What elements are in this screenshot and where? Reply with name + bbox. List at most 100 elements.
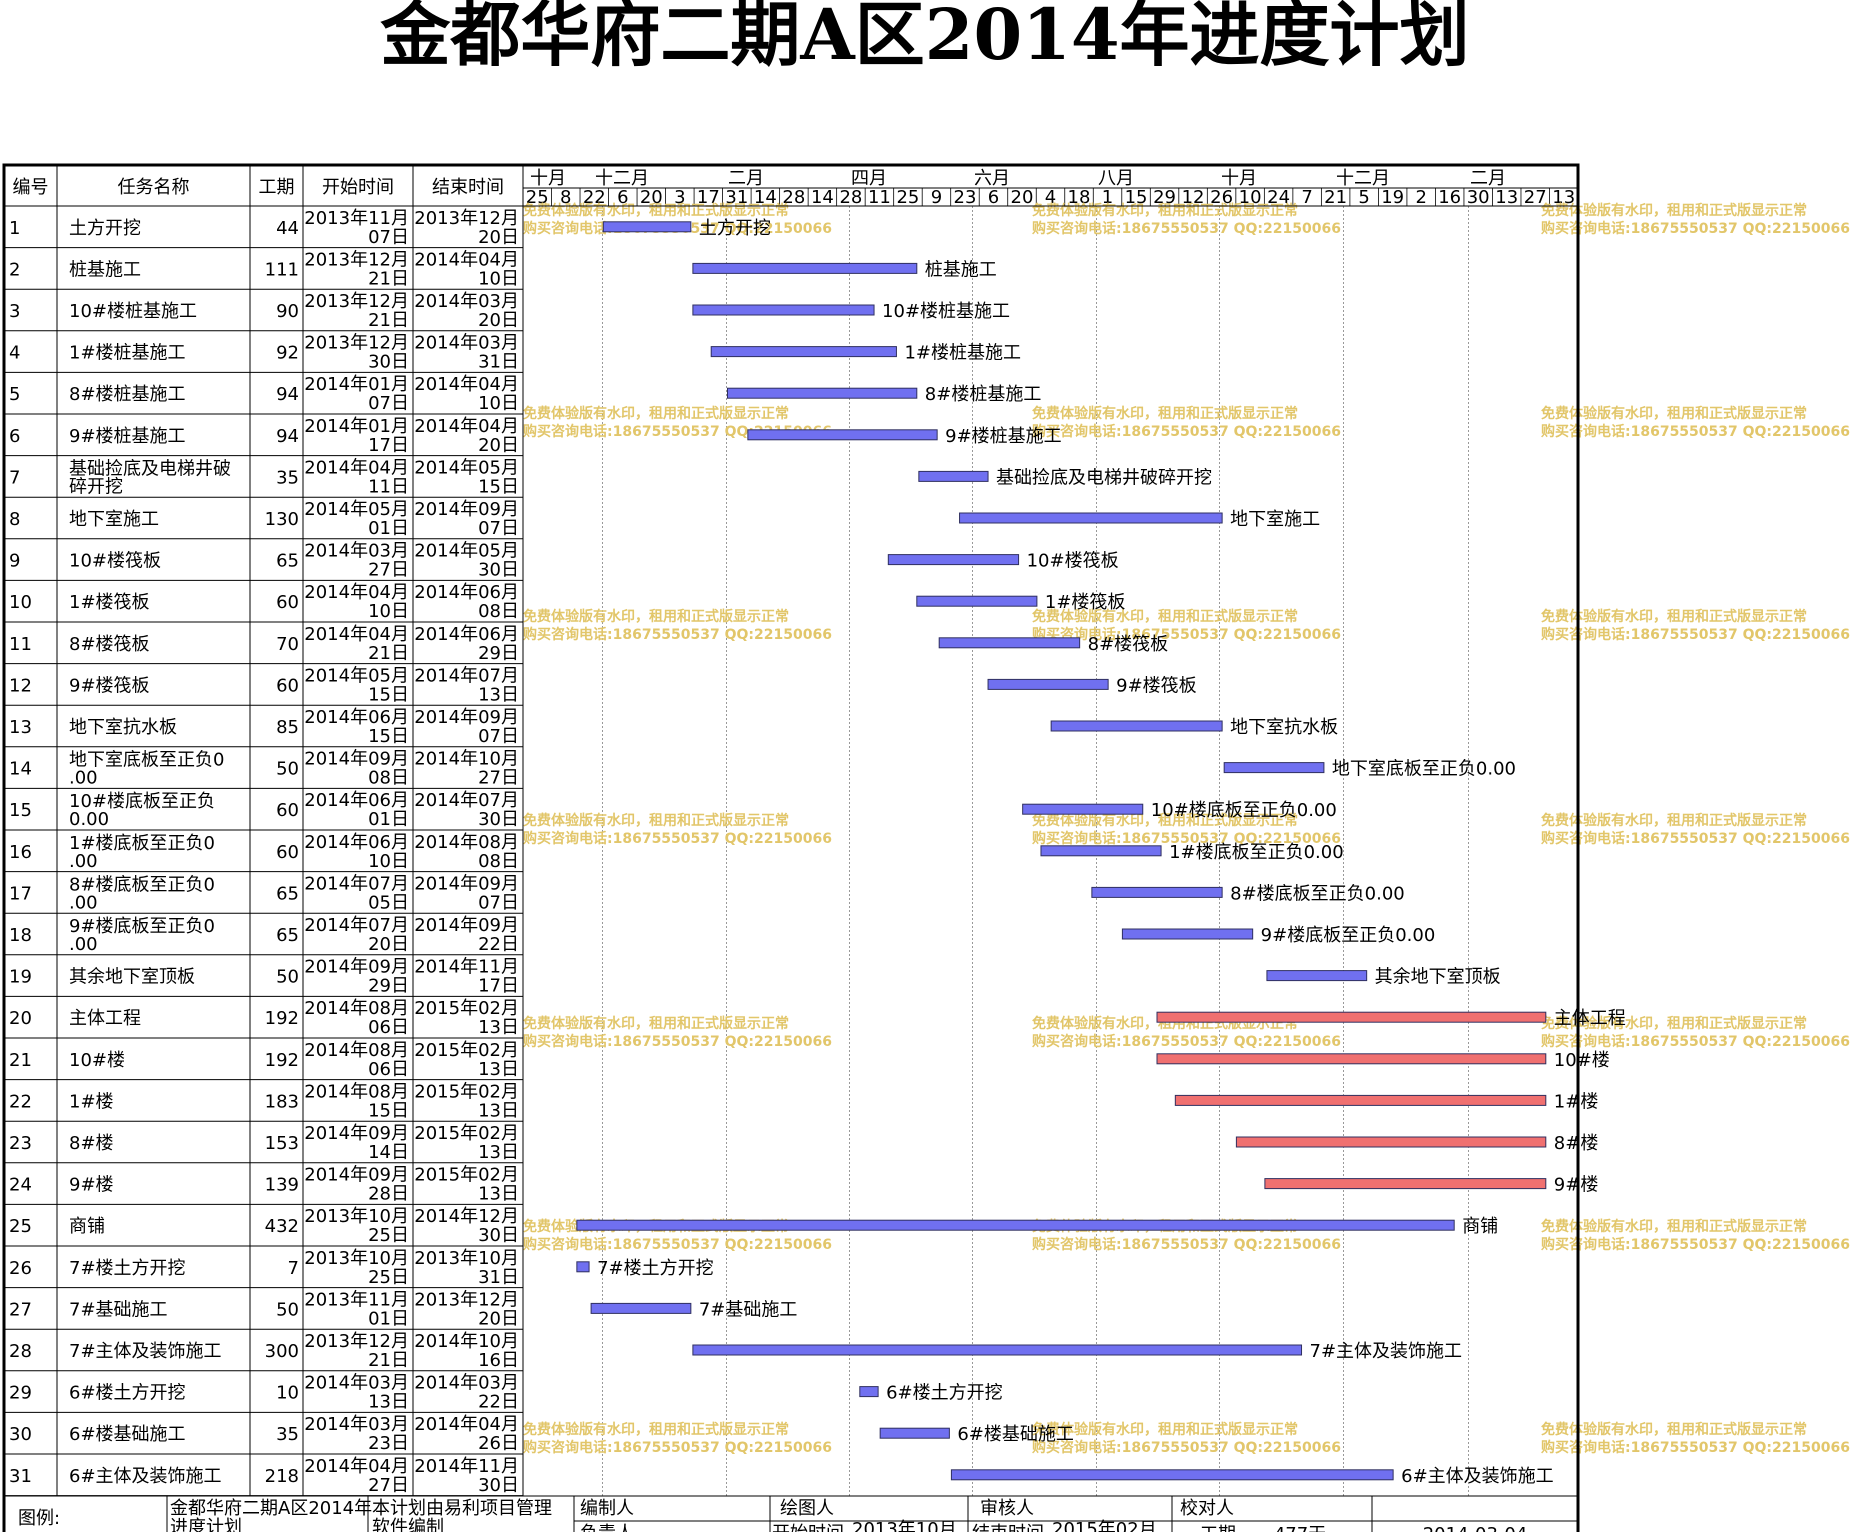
timeline-tick-label: 9	[931, 187, 942, 208]
task-end: 2014年03月	[414, 1373, 519, 1394]
task-start: 2014年03月	[304, 1414, 409, 1435]
gantt-bar-label: 7#主体及装饰施工	[1310, 1341, 1463, 1362]
task-id: 19	[9, 967, 32, 988]
gantt-bar-label: 10#楼筏板	[1027, 551, 1119, 572]
task-end: 30日	[478, 809, 519, 830]
watermark-text: 免费体验版有水印，租用和正式版显示正常	[523, 608, 789, 625]
timeline-tick-label: 25	[896, 187, 919, 208]
task-start: 05日	[368, 892, 409, 913]
timeline-tick-label: 18	[1068, 187, 1091, 208]
gantt-bar	[1174, 1094, 1547, 1106]
task-start: 2014年08月	[304, 998, 409, 1019]
footer-drawer-label: 绘图人	[780, 1498, 834, 1519]
timeline-tick-label: 6	[617, 187, 628, 208]
task-duration: 60	[276, 842, 299, 863]
footer-software-note: 软件编制	[372, 1517, 444, 1532]
timeline-month-label: 六月	[974, 168, 1010, 189]
timeline-tick-label: 13	[1552, 187, 1575, 208]
task-start: 2014年06月	[304, 790, 409, 811]
task-id: 25	[9, 1216, 32, 1237]
gantt-bar-label: 7#基础施工	[699, 1299, 798, 1320]
task-end: 20日	[478, 1308, 519, 1329]
task-id: 24	[9, 1175, 32, 1196]
timeline-tick-label: 21	[1324, 187, 1347, 208]
column-header: 开始时间	[322, 177, 394, 198]
task-end: 2015年02月	[414, 998, 519, 1019]
task-start: 27日	[368, 1475, 409, 1496]
task-start: 2014年01月	[304, 416, 409, 437]
task-end: 31日	[478, 1267, 519, 1288]
timeline-month-label: 十二月	[1336, 168, 1390, 189]
gantt-bar	[710, 346, 897, 358]
page-title: 金都华府二期A区2014年进度计划	[380, 0, 1470, 76]
task-end: 16日	[478, 1350, 519, 1371]
task-id: 13	[9, 717, 32, 738]
task-start: 08日	[368, 768, 409, 789]
task-duration: 192	[265, 1050, 299, 1071]
watermark-text: 免费体验版有水印，租用和正式版显示正常	[1032, 1421, 1298, 1438]
task-duration: 10	[276, 1383, 299, 1404]
gantt-bar	[1223, 762, 1325, 774]
task-start: 23日	[368, 1433, 409, 1454]
task-start: 17日	[368, 435, 409, 456]
task-start: 20日	[368, 934, 409, 955]
task-end: 13日	[478, 1017, 519, 1038]
timeline-tick-label: 20	[640, 187, 663, 208]
gantt-bar	[887, 554, 1020, 566]
timeline-month-label: 十月	[1221, 168, 1257, 189]
gantt-bar	[747, 429, 938, 441]
task-end: 22日	[478, 1392, 519, 1413]
task-start: 11日	[368, 476, 409, 497]
column-header: 工期	[259, 177, 295, 198]
timeline-tick-label: 30	[1467, 187, 1490, 208]
task-duration: 300	[265, 1341, 299, 1362]
watermark-text: 购买咨询电话:18675550537 QQ:22150066	[523, 1033, 832, 1050]
gantt-bar-label: 8#楼筏板	[1088, 634, 1169, 655]
timeline-tick-label: 26	[1210, 187, 1233, 208]
task-start: 2014年09月	[304, 1123, 409, 1144]
column-header: 结束时间	[432, 177, 504, 198]
timeline-tick-label: 8	[560, 187, 571, 208]
task-start: 2013年11月	[304, 1289, 409, 1310]
task-duration: 50	[276, 1299, 299, 1320]
task-id: 14	[9, 759, 32, 780]
task-end: 2014年08月	[414, 832, 519, 853]
task-duration: 183	[265, 1091, 299, 1112]
task-start: 10日	[368, 851, 409, 872]
task-name: 商铺	[69, 1216, 105, 1237]
gantt-bar-label: 6#主体及装饰施工	[1401, 1466, 1554, 1487]
task-start: 06日	[368, 1017, 409, 1038]
task-name: 其余地下室顶板	[69, 967, 195, 988]
task-duration: 90	[276, 301, 299, 322]
task-id: 15	[9, 800, 32, 821]
timeline-tick-label: 24	[1267, 187, 1290, 208]
timeline-tick-label: 27	[1524, 187, 1547, 208]
footer-end-label: 结束时间	[972, 1523, 1044, 1532]
timeline-tick-label: 19	[1381, 187, 1404, 208]
task-id: 30	[9, 1424, 32, 1445]
task-end: 30日	[478, 1225, 519, 1246]
task-end: 29日	[478, 643, 519, 664]
task-end: 2014年10月	[414, 749, 519, 770]
footer-end-value: 2015年02月	[1052, 1519, 1157, 1532]
task-duration: 65	[276, 551, 299, 572]
timeline-month-label: 八月	[1098, 168, 1134, 189]
task-end: 2014年11月	[414, 1456, 519, 1477]
gantt-bar	[916, 595, 1038, 607]
watermark-text: 免费体验版有水印，租用和正式版显示正常	[523, 812, 789, 829]
task-start: 15日	[368, 1100, 409, 1121]
task-duration: 94	[276, 384, 299, 405]
task-end: 2014年05月	[414, 541, 519, 562]
timeline-month-label: 二月	[1470, 168, 1506, 189]
task-name: 土方开挖	[69, 218, 141, 239]
task-name: 地下室底板至正负0	[69, 750, 224, 771]
task-id: 28	[9, 1341, 32, 1362]
task-id: 8	[9, 509, 20, 530]
task-name: 7#主体及装饰施工	[69, 1341, 222, 1362]
task-id: 20	[9, 1008, 32, 1029]
task-name: 10#楼底板至正负	[69, 791, 215, 812]
task-start: 28日	[368, 1184, 409, 1205]
task-name: 1#楼底板至正负0	[69, 833, 215, 854]
gantt-bar	[576, 1261, 590, 1273]
task-start: 2014年06月	[304, 832, 409, 853]
